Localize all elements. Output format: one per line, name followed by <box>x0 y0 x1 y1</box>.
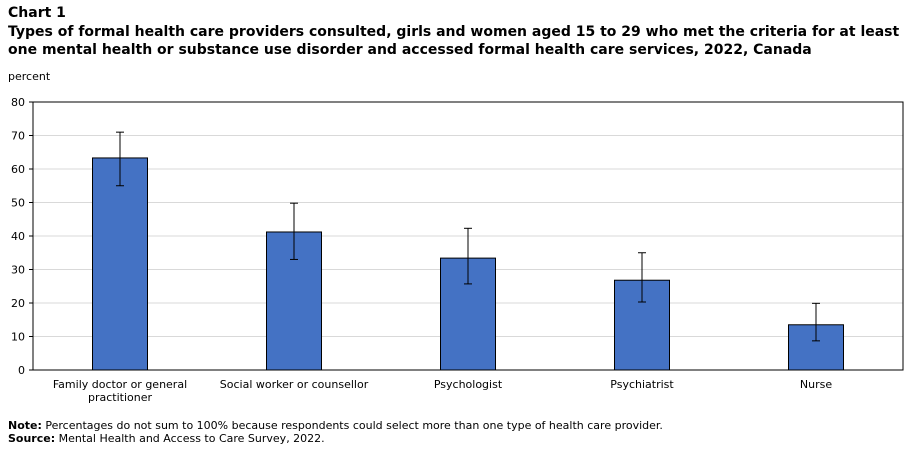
x-tick-label: Psychiatrist <box>610 378 674 391</box>
source-label: Source: <box>8 432 56 445</box>
y-tick-label: 10 <box>11 331 25 344</box>
x-tick-label-line: Psychologist <box>434 378 503 391</box>
x-tick-label: Social worker or counsellor <box>220 378 369 391</box>
y-tick-label: 70 <box>11 130 25 143</box>
y-tick-label: 40 <box>11 230 25 243</box>
x-tick-label-line: practitioner <box>88 391 153 404</box>
chart-title: Types of formal health care providers co… <box>8 24 900 58</box>
bar <box>92 157 148 371</box>
source-text: Mental Health and Access to Care Survey,… <box>58 432 325 445</box>
x-tick-label-line: Psychiatrist <box>610 378 674 391</box>
x-tick-label-line: Family doctor or general <box>53 378 187 391</box>
y-tick-label: 60 <box>11 163 25 176</box>
x-tick-label: Nurse <box>800 378 832 391</box>
x-tick-label-line: Nurse <box>800 378 832 391</box>
x-tick-label: Psychologist <box>434 378 503 391</box>
source-line: Source: Mental Health and Access to Care… <box>8 432 663 445</box>
note-label: Note: <box>8 419 42 432</box>
y-axis-unit-label: percent <box>8 70 51 83</box>
y-tick-label: 80 <box>11 96 25 109</box>
footnotes: Note: Percentages do not sum to 100% bec… <box>8 419 663 445</box>
bar <box>788 324 844 371</box>
chart-number: Chart 1 <box>8 5 66 21</box>
y-tick-label: 30 <box>11 264 25 277</box>
note-line: Note: Percentages do not sum to 100% bec… <box>8 419 663 432</box>
x-tick-label: Family doctor or general practitioner <box>53 378 187 404</box>
x-tick-label-line: Social worker or counsellor <box>220 378 369 391</box>
y-tick-label: 20 <box>11 297 25 310</box>
note-text: Percentages do not sum to 100% because r… <box>45 419 663 432</box>
y-tick-label: 50 <box>11 197 25 210</box>
y-tick-label: 0 <box>18 364 25 377</box>
